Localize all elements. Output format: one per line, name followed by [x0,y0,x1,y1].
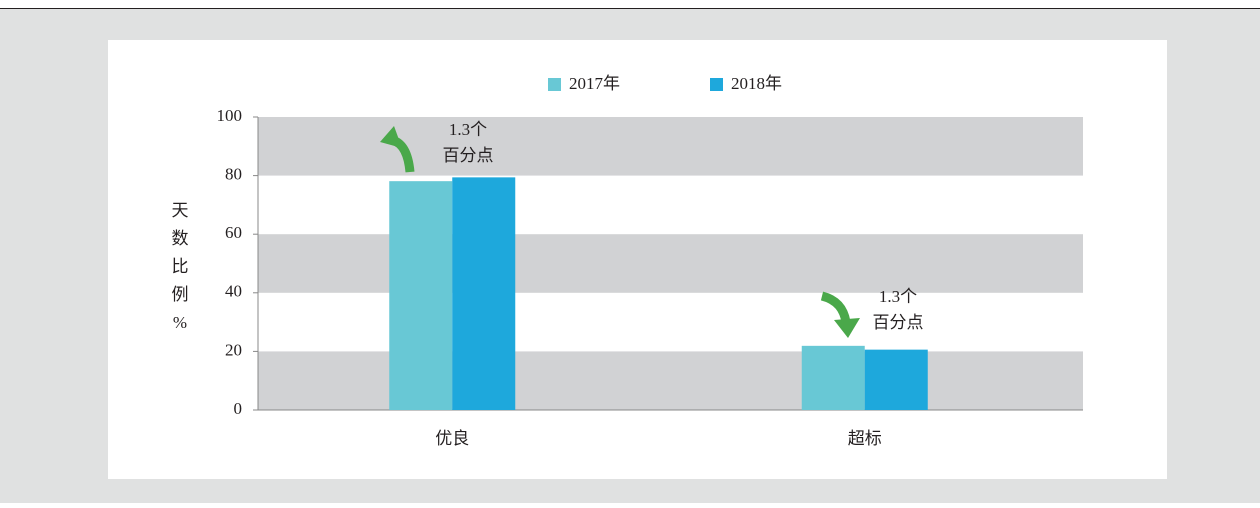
annotation: 百分点 [443,146,494,165]
y-label-char: % [173,313,187,332]
bar [864,349,928,410]
up-arrow-head [380,126,402,148]
down-arrow [820,291,851,323]
bar [801,345,865,410]
y-tick-label: 100 [217,106,243,125]
x-tick-label: 超标 [848,429,882,448]
grid-band [258,351,1083,410]
x-tick-label: 优良 [435,429,469,448]
grid-band [258,117,1083,176]
grid-band [258,234,1083,293]
bar [389,181,453,410]
legend-swatch [710,78,723,91]
y-tick-label: 60 [225,223,242,242]
legend-label: 2018年 [731,74,782,93]
y-tick-label: 20 [225,340,242,359]
annotation: 1.3个 [879,287,917,306]
down-arrow-head [834,318,860,338]
plot [258,117,1083,410]
y-tick-label: 80 [225,165,242,184]
legend-label: 2017年 [569,74,620,93]
y-tick-label: 40 [225,282,242,301]
y-label-char: 数 [172,229,189,248]
y-tick-label: 0 [234,399,243,418]
bar [452,177,516,410]
y-label-char: 天 [172,201,189,220]
y-label-char: 例 [172,285,189,304]
annotation: 百分点 [873,313,924,332]
y-axis-label: 天数比例% [172,201,189,332]
legend-swatch [548,78,561,91]
y-label-char: 比 [172,257,189,276]
annotation: 1.3个 [449,120,487,139]
